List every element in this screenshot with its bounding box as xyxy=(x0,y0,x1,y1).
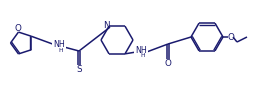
Text: NH: NH xyxy=(135,46,147,55)
Text: H: H xyxy=(141,53,145,58)
Text: O: O xyxy=(15,24,21,33)
Text: NH: NH xyxy=(53,40,65,49)
Text: N: N xyxy=(103,21,109,30)
Text: H: H xyxy=(59,47,63,53)
Text: O: O xyxy=(227,33,234,42)
Text: S: S xyxy=(76,65,82,74)
Text: O: O xyxy=(164,59,171,68)
